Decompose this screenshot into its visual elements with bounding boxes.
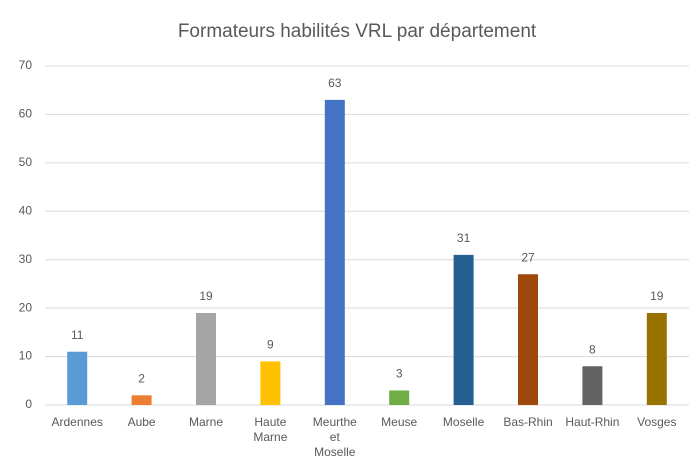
data-label: 19 <box>650 289 664 303</box>
y-tick-label: 40 <box>19 203 33 217</box>
y-tick-label: 70 <box>19 58 33 72</box>
x-tick-label: Marne <box>188 415 223 429</box>
y-tick-label: 10 <box>19 349 33 363</box>
y-tick-label: 0 <box>25 397 32 411</box>
data-label: 3 <box>396 367 403 381</box>
x-tick-label: Haut-Rhin <box>565 415 620 429</box>
data-label: 11 <box>71 328 84 342</box>
data-label: 9 <box>267 338 274 352</box>
data-label: 19 <box>199 289 213 303</box>
chart-title: Formateurs habilités VRL par département <box>178 21 537 42</box>
data-label: 63 <box>328 76 342 90</box>
bar <box>518 274 538 405</box>
y-tick-label: 50 <box>19 155 33 169</box>
x-tick-label: Haute Marne <box>253 415 288 444</box>
data-label: 27 <box>521 250 535 264</box>
y-tick-label: 20 <box>19 300 33 314</box>
bar <box>131 395 152 405</box>
x-tick-label: Moselle <box>442 415 485 429</box>
bar <box>324 99 345 406</box>
bar <box>389 390 410 405</box>
y-tick-label: 60 <box>19 107 33 121</box>
x-tick-label: Vosges <box>637 415 677 429</box>
bar <box>582 366 603 405</box>
data-label: 8 <box>589 342 596 356</box>
x-tick-label: Aube <box>127 415 156 429</box>
x-tick-label: Bas-Rhin <box>503 415 553 429</box>
x-tick-label: Meurthe et Moselle <box>312 415 357 459</box>
x-tick-label: Ardennes <box>51 415 103 429</box>
bar <box>67 351 88 405</box>
bar <box>196 312 216 405</box>
bar <box>646 312 667 405</box>
bar <box>260 361 281 405</box>
y-tick-label: 30 <box>19 252 33 266</box>
bar <box>453 254 474 405</box>
data-label: 31 <box>457 231 471 245</box>
data-label: 2 <box>138 371 145 385</box>
x-tick-label: Meuse <box>381 415 418 429</box>
